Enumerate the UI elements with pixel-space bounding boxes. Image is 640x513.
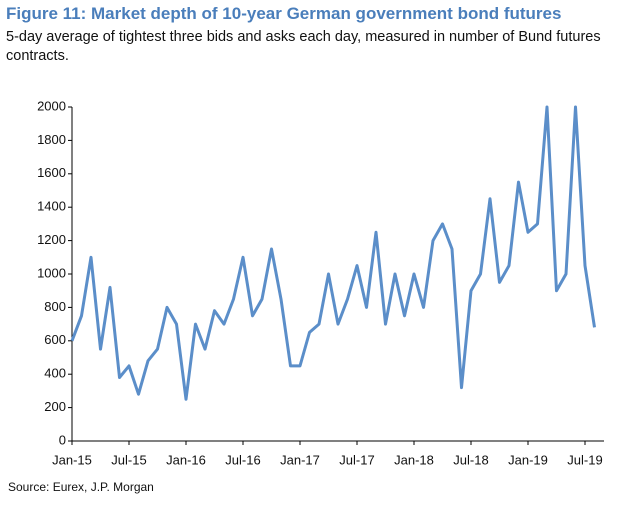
y-tick-label: 0 xyxy=(59,432,66,447)
x-tick-label: Jul-18 xyxy=(453,452,488,467)
y-tick-label: 1800 xyxy=(37,132,66,147)
y-tick-label: 1400 xyxy=(37,199,66,214)
y-tick-label: 400 xyxy=(44,366,66,381)
y-tick-label: 800 xyxy=(44,299,66,314)
x-tick-label: Jul-17 xyxy=(339,452,374,467)
y-tick-label: 600 xyxy=(44,332,66,347)
chart-subtitle: 5-day average of tightest three bids and… xyxy=(6,29,601,64)
y-tick-label: 1600 xyxy=(37,165,66,180)
source-note: Source: Eurex, J.P. Morgan xyxy=(8,480,154,494)
x-tick-label: Jul-16 xyxy=(225,452,260,467)
chart-title: Figure 11: Market depth of 10-year Germa… xyxy=(6,4,562,23)
x-tick-label: Jul-19 xyxy=(567,452,602,467)
y-tick-label: 1200 xyxy=(37,232,66,247)
x-tick-label: Jan-15 xyxy=(52,452,92,467)
x-tick-label: Jan-18 xyxy=(394,452,434,467)
data-line xyxy=(70,105,596,401)
x-tick-label: Jan-17 xyxy=(280,452,320,467)
y-tick-label: 1000 xyxy=(37,265,66,280)
x-tick-label: Jan-19 xyxy=(508,452,548,467)
x-tick-label: Jan-16 xyxy=(166,452,206,467)
y-tick-label: 2000 xyxy=(37,98,66,113)
x-tick-label: Jul-15 xyxy=(111,452,146,467)
y-tick-label: 200 xyxy=(44,399,66,414)
